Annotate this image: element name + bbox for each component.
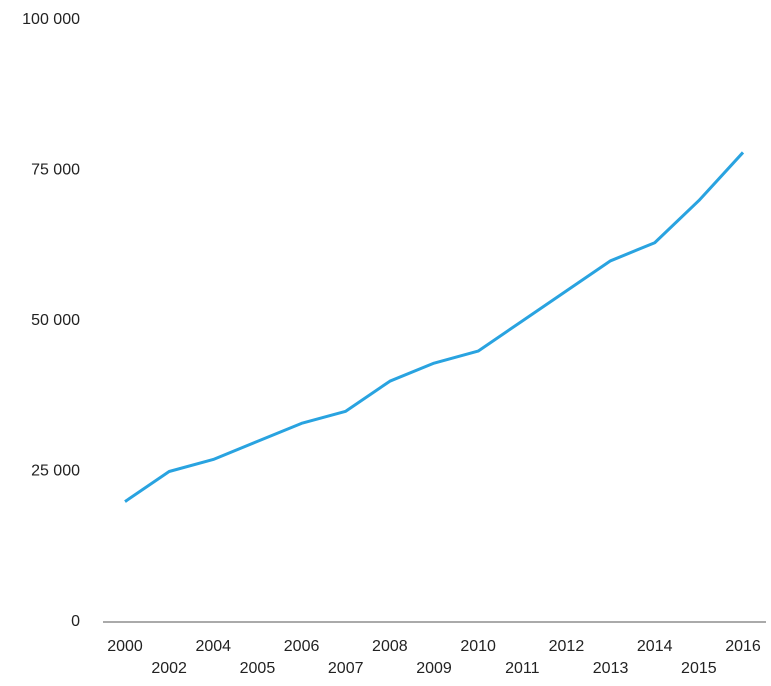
x-tick-label: 2006 (284, 638, 320, 655)
y-tick-label: 75 000 (31, 162, 80, 179)
y-tick-label: 100 000 (22, 11, 80, 28)
x-tick-label: 2007 (328, 660, 364, 677)
x-tick-label: 2016 (725, 638, 761, 655)
x-tick-label: 2010 (460, 638, 496, 655)
x-tick-label: 2013 (593, 660, 629, 677)
x-tick-label: 2000 (107, 638, 143, 655)
x-tick-label: 2012 (549, 638, 585, 655)
x-tick-label: 2011 (505, 660, 540, 677)
line (124, 151, 745, 503)
y-tick-label: 0 (71, 613, 80, 630)
y-tick-label: 25 000 (31, 463, 80, 480)
x-tick-label: 2004 (195, 638, 231, 655)
x-tick-label: 2014 (637, 638, 673, 655)
x-tick-label: 2008 (372, 638, 408, 655)
x-tick-label: 2015 (681, 660, 717, 677)
x-tick-label: 2002 (151, 660, 187, 677)
x-tick-label: 2009 (416, 660, 452, 677)
x-tick-label: 2005 (240, 660, 276, 677)
y-tick-label: 50 000 (31, 312, 80, 329)
